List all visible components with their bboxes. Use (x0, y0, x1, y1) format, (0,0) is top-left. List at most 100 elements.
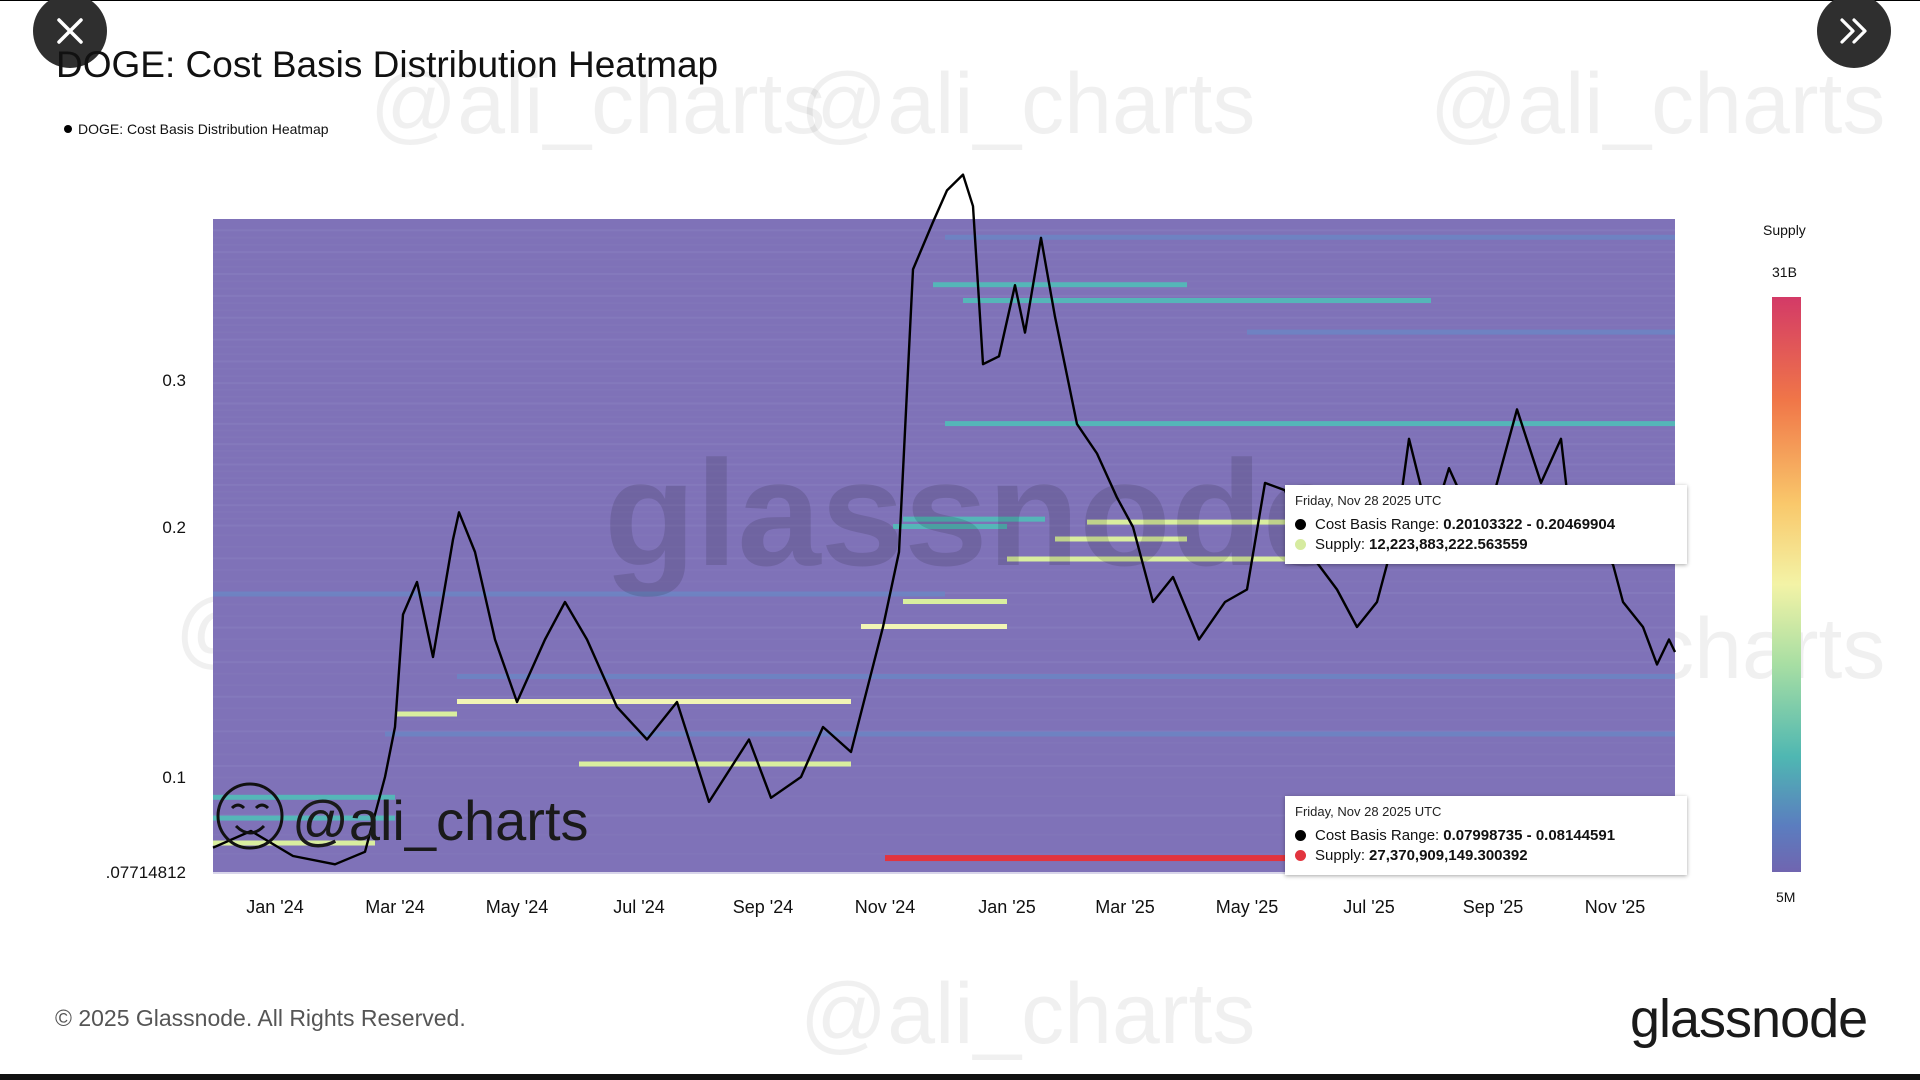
heatmap-texture-band (213, 580, 1675, 583)
heatmap-texture-band (213, 316, 1675, 319)
heatmap-texture-band (213, 456, 1675, 459)
y-axis: 0.1 0.2 0.3 .07714812 (106, 371, 186, 882)
close-icon (57, 18, 83, 44)
tooltip-supply-row: Supply: 12,223,883,222.563559 (1295, 534, 1677, 554)
tooltip-range-label: Cost Basis Range: (1315, 826, 1440, 844)
x-tick-label: Sep '25 (1463, 897, 1524, 917)
cost-basis-band (963, 298, 1431, 303)
x-tick-label: Sep '24 (733, 897, 794, 917)
x-tick-label: Jul '25 (1343, 897, 1394, 917)
heatmap-texture-band (213, 243, 1675, 246)
y-tick-label: 0.3 (162, 371, 186, 390)
heatmap-texture-band (213, 331, 1675, 334)
heatmap-texture-band (213, 388, 1675, 391)
y-tick-label: 0.1 (162, 768, 186, 787)
cost-basis-band (385, 731, 1675, 737)
avatar-head (216, 782, 284, 850)
heatmap-texture-band (213, 345, 1675, 348)
cost-basis-band (893, 524, 1007, 529)
heatmap-texture-band (213, 557, 1675, 560)
cost-basis-band (457, 674, 1675, 679)
legend[interactable]: DOGE: Cost Basis Distribution Heatmap (64, 121, 329, 137)
heatmap-texture-band (213, 510, 1675, 513)
heatmap-texture-band (213, 443, 1675, 446)
heatmap-texture-band (213, 776, 1675, 779)
cost-basis-band (861, 624, 1007, 629)
tooltip-range-value: 0.20103322 - 0.20469904 (1443, 515, 1616, 533)
tooltip-supply-label: Supply: (1315, 535, 1366, 553)
heatmap-texture-band (213, 338, 1675, 341)
cost-basis-band (213, 840, 375, 846)
avatar-face (230, 803, 270, 835)
colorbar-min-label: 5M (1776, 889, 1796, 905)
tooltip-date: Friday, Nov 28 2025 UTC (1295, 804, 1442, 819)
bottom-bar (0, 1074, 1920, 1080)
heatmap-texture-band (213, 280, 1675, 283)
x-tick-label: Jul '24 (613, 897, 664, 917)
heatmap-texture-band (213, 872, 1675, 874)
heatmap-texture-band (213, 764, 1675, 767)
top-border (0, 0, 1920, 1)
heatmap-texture-band (213, 497, 1675, 500)
cost-basis-band (213, 815, 395, 821)
heatmap-texture-band (213, 422, 1675, 425)
tooltip-range-value: 0.07998735 - 0.08144591 (1443, 826, 1616, 844)
heatmap-texture-band (213, 852, 1675, 855)
heatmap-texture-band (213, 229, 1675, 232)
legend-label: DOGE: Cost Basis Distribution Heatmap (78, 121, 329, 137)
close-button[interactable] (33, 0, 107, 68)
heatmap-texture-band (213, 463, 1675, 466)
heatmap-texture-band (213, 730, 1675, 733)
forward-button[interactable] (1817, 0, 1891, 68)
heatmap-texture-band (213, 833, 1675, 836)
double-chevron-right-icon (1840, 18, 1867, 44)
colorbar (1772, 297, 1801, 872)
tooltip-range-row: Cost Basis Range: 0.20103322 - 0.2046990… (1295, 514, 1677, 534)
heatmap-texture-band (213, 353, 1675, 356)
colorbar-title: Supply (1763, 222, 1806, 238)
watermark-handle-plot: @ali_charts (292, 789, 589, 852)
heatmap-texture-band (213, 695, 1675, 698)
heatmap-texture-band (213, 477, 1675, 480)
heatmap-texture-band (213, 294, 1675, 297)
cost-basis-band (903, 516, 1045, 522)
cost-basis-band (1247, 329, 1675, 335)
cost-basis-band (213, 591, 945, 597)
heatmap-texture-band (213, 603, 1675, 606)
heatmap-texture-band (213, 638, 1675, 641)
heatmap-texture-band (213, 649, 1675, 652)
cost-basis-band (903, 599, 1007, 604)
x-tick-label: May '25 (1216, 897, 1278, 917)
tooltip-date: Friday, Nov 28 2025 UTC (1295, 493, 1442, 508)
legend-dot (64, 125, 72, 133)
tooltip-range-row: Cost Basis Range: 0.07998735 - 0.0814459… (1295, 825, 1677, 845)
cost-basis-band (395, 711, 457, 717)
brand-logo: glassnode (1630, 989, 1868, 1049)
heatmap-texture-band (213, 258, 1675, 261)
cost-basis-band (885, 855, 1675, 862)
page-title: DOGE: Cost Basis Distribution Heatmap (56, 44, 719, 85)
x-tick-label: Nov '24 (855, 897, 915, 917)
cost-basis-band (945, 421, 1675, 427)
tooltip-supply-value: 12,223,883,222.563559 (1369, 535, 1528, 553)
heatmap-texture-band (213, 236, 1675, 239)
x-tick-label: Jan '24 (246, 897, 303, 917)
heatmap-texture-band (213, 436, 1675, 439)
heatmap-texture-band (213, 718, 1675, 721)
heatmap-texture-band (213, 375, 1675, 378)
cost-basis-band (933, 282, 1187, 288)
x-tick-label: Jan '25 (978, 897, 1035, 917)
heatmap-texture-band (213, 707, 1675, 710)
heatmap-texture-band (213, 416, 1675, 419)
avatar (216, 782, 284, 850)
heatmap-texture-band (213, 615, 1675, 618)
copyright-text: © 2025 Glassnode. All Rights Reserved. (55, 1005, 466, 1031)
plot-area (212, 173, 1677, 874)
heatmap-texture-band (213, 795, 1675, 798)
heatmap-texture-band (213, 661, 1675, 664)
heatmap-texture-band (213, 302, 1675, 305)
tooltip-supply-swatch (1295, 538, 1306, 550)
cost-basis-band (457, 699, 851, 704)
tooltip-lower: Friday, Nov 28 2025 UTC Cost Basis Range… (1285, 796, 1687, 875)
heatmap-texture-band (213, 504, 1675, 507)
